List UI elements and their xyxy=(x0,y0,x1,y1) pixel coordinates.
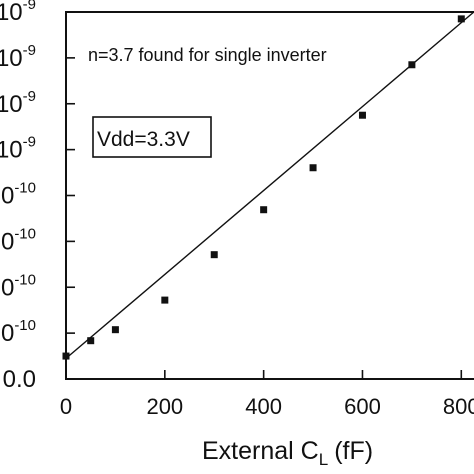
data-point xyxy=(111,326,119,334)
y-tick-label-exponent: -9 xyxy=(23,134,36,151)
annotation-note: n=3.7 found for single inverter xyxy=(88,45,327,65)
y-tick-label: 10-10 xyxy=(0,180,36,210)
x-axis-label-main: External C xyxy=(202,437,319,465)
data-point xyxy=(260,206,268,214)
x-axis-label: External CL (fF) xyxy=(202,437,373,469)
x-axis-label-sub: L xyxy=(319,450,328,469)
y-tick-label: 10-9 xyxy=(0,88,36,118)
data-point xyxy=(62,352,70,360)
x-tick-label: 0 xyxy=(60,394,72,419)
data-point xyxy=(457,15,465,23)
y-tick-label: 10-10 xyxy=(0,317,36,347)
data-point xyxy=(408,61,416,69)
annotation-vdd-box xyxy=(92,116,212,158)
x-tick-label: 400 xyxy=(245,394,282,419)
x-tick-label: 200 xyxy=(146,394,183,419)
y-tick-label-base: 0.0 xyxy=(3,366,36,393)
y-tick-label-base: 10 xyxy=(0,320,14,347)
y-tick-label-base: 10 xyxy=(0,228,14,255)
data-point xyxy=(210,251,218,259)
y-tick-label-base: 10 xyxy=(0,183,14,210)
x-axis-label-unit: (fF) xyxy=(334,437,373,465)
data-point xyxy=(161,296,169,304)
data-point xyxy=(87,337,95,345)
y-tick-label: 10-10 xyxy=(0,225,36,255)
data-point xyxy=(358,111,366,119)
y-tick-label-exponent: -9 xyxy=(23,0,36,13)
data-points xyxy=(62,15,465,360)
y-tick-label-exponent: -9 xyxy=(23,42,36,59)
y-tick-label: 10-9 xyxy=(0,134,36,164)
y-tick-label-exponent: -10 xyxy=(14,317,36,334)
fit-line xyxy=(65,10,474,359)
y-tick-label: 10-9 xyxy=(0,0,36,26)
y-tick-label-base: 10 xyxy=(0,45,23,72)
y-tick-label-base: 10 xyxy=(0,91,23,118)
y-tick-label: 10-9 xyxy=(0,42,36,72)
y-tick-label-base: 10 xyxy=(0,274,14,301)
y-tick-label-exponent: -10 xyxy=(14,225,36,242)
x-tick-label: 600 xyxy=(344,394,381,419)
x-axis: 0 200 400 600 800 xyxy=(60,370,474,419)
data-point xyxy=(309,164,317,172)
annotation-vdd: Vdd=3.3V xyxy=(97,128,190,151)
y-tick-label-exponent: -9 xyxy=(23,88,36,105)
y-tick-label-base: 10 xyxy=(0,137,23,164)
y-tick-label-exponent: -10 xyxy=(14,180,36,197)
y-tick-label: 0.0 xyxy=(3,366,36,393)
y-tick-label-exponent: -10 xyxy=(14,271,36,288)
x-tick-label: 800 xyxy=(443,394,474,419)
y-tick-label-base: 10 xyxy=(0,0,23,26)
y-tick-label: 10-10 xyxy=(0,271,36,301)
